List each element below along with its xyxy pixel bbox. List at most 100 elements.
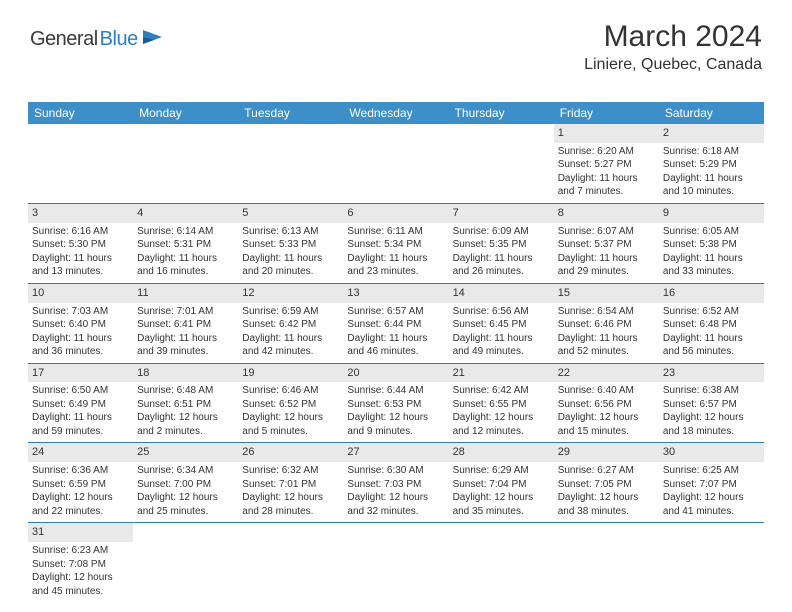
- day-number: [449, 523, 554, 542]
- day-body: Sunrise: 6:25 AMSunset: 7:07 PMDaylight:…: [659, 462, 764, 522]
- sunrise-text: Sunrise: 6:30 AM: [347, 464, 444, 478]
- daylight-text: Daylight: 12 hours and 2 minutes.: [137, 411, 234, 438]
- day-body: Sunrise: 6:42 AMSunset: 6:55 PMDaylight:…: [449, 382, 554, 442]
- day-cell-empty: [343, 124, 448, 203]
- sunrise-text: Sunrise: 6:50 AM: [32, 384, 129, 398]
- day-number: [28, 124, 133, 143]
- week-row: 3Sunrise: 6:16 AMSunset: 5:30 PMDaylight…: [28, 204, 764, 284]
- sunrise-text: Sunrise: 7:01 AM: [137, 305, 234, 319]
- sunset-text: Sunset: 7:03 PM: [347, 478, 444, 492]
- day-number: 6: [343, 204, 448, 223]
- day-cell-empty: [238, 124, 343, 203]
- day-cell: 16Sunrise: 6:52 AMSunset: 6:48 PMDayligh…: [659, 284, 764, 363]
- day-body: Sunrise: 6:54 AMSunset: 6:46 PMDaylight:…: [554, 303, 659, 363]
- sunrise-text: Sunrise: 6:27 AM: [558, 464, 655, 478]
- sunset-text: Sunset: 6:45 PM: [453, 318, 550, 332]
- daylight-text: Daylight: 11 hours and 33 minutes.: [663, 252, 760, 279]
- daylight-text: Daylight: 11 hours and 16 minutes.: [137, 252, 234, 279]
- day-number: 17: [28, 364, 133, 383]
- sunrise-text: Sunrise: 6:40 AM: [558, 384, 655, 398]
- sunrise-text: Sunrise: 6:36 AM: [32, 464, 129, 478]
- daylight-text: Daylight: 12 hours and 32 minutes.: [347, 491, 444, 518]
- day-number: 18: [133, 364, 238, 383]
- day-header-tuesday: Tuesday: [238, 102, 343, 124]
- day-cell: 15Sunrise: 6:54 AMSunset: 6:46 PMDayligh…: [554, 284, 659, 363]
- day-number: [238, 523, 343, 542]
- day-cell: 25Sunrise: 6:34 AMSunset: 7:00 PMDayligh…: [133, 443, 238, 522]
- sunrise-text: Sunrise: 6:44 AM: [347, 384, 444, 398]
- day-header-sunday: Sunday: [28, 102, 133, 124]
- logo-text-general: General: [30, 28, 98, 51]
- day-cell-empty: [449, 523, 554, 602]
- day-header-friday: Friday: [554, 102, 659, 124]
- day-number: [659, 523, 764, 542]
- day-cell-empty: [28, 124, 133, 203]
- day-cell-empty: [133, 124, 238, 203]
- sunset-text: Sunset: 6:51 PM: [137, 398, 234, 412]
- day-body: Sunrise: 7:03 AMSunset: 6:40 PMDaylight:…: [28, 303, 133, 363]
- day-cell: 5Sunrise: 6:13 AMSunset: 5:33 PMDaylight…: [238, 204, 343, 283]
- day-number: 22: [554, 364, 659, 383]
- day-number: 15: [554, 284, 659, 303]
- day-header-monday: Monday: [133, 102, 238, 124]
- day-number: 4: [133, 204, 238, 223]
- day-number: [343, 523, 448, 542]
- sunset-text: Sunset: 6:55 PM: [453, 398, 550, 412]
- day-body: Sunrise: 6:09 AMSunset: 5:35 PMDaylight:…: [449, 223, 554, 283]
- day-number: [133, 523, 238, 542]
- day-cell: 17Sunrise: 6:50 AMSunset: 6:49 PMDayligh…: [28, 364, 133, 443]
- sunrise-text: Sunrise: 6:23 AM: [32, 544, 129, 558]
- day-number: 13: [343, 284, 448, 303]
- day-body: Sunrise: 6:29 AMSunset: 7:04 PMDaylight:…: [449, 462, 554, 522]
- day-body: Sunrise: 6:50 AMSunset: 6:49 PMDaylight:…: [28, 382, 133, 442]
- day-cell: 30Sunrise: 6:25 AMSunset: 7:07 PMDayligh…: [659, 443, 764, 522]
- day-number: [449, 124, 554, 143]
- day-body: Sunrise: 6:18 AMSunset: 5:29 PMDaylight:…: [659, 143, 764, 203]
- day-cell: 4Sunrise: 6:14 AMSunset: 5:31 PMDaylight…: [133, 204, 238, 283]
- daylight-text: Daylight: 11 hours and 56 minutes.: [663, 332, 760, 359]
- day-cell: 9Sunrise: 6:05 AMSunset: 5:38 PMDaylight…: [659, 204, 764, 283]
- daylight-text: Daylight: 11 hours and 29 minutes.: [558, 252, 655, 279]
- day-number: 3: [28, 204, 133, 223]
- day-cell-empty: [133, 523, 238, 602]
- day-number: 8: [554, 204, 659, 223]
- sunset-text: Sunset: 5:33 PM: [242, 238, 339, 252]
- day-cell: 2Sunrise: 6:18 AMSunset: 5:29 PMDaylight…: [659, 124, 764, 203]
- sunrise-text: Sunrise: 6:11 AM: [347, 225, 444, 239]
- sunset-text: Sunset: 6:42 PM: [242, 318, 339, 332]
- day-body: Sunrise: 6:34 AMSunset: 7:00 PMDaylight:…: [133, 462, 238, 522]
- daylight-text: Daylight: 11 hours and 39 minutes.: [137, 332, 234, 359]
- day-number: 14: [449, 284, 554, 303]
- day-body: Sunrise: 6:30 AMSunset: 7:03 PMDaylight:…: [343, 462, 448, 522]
- day-number: 1: [554, 124, 659, 143]
- daylight-text: Daylight: 12 hours and 12 minutes.: [453, 411, 550, 438]
- sunset-text: Sunset: 5:31 PM: [137, 238, 234, 252]
- sunrise-text: Sunrise: 6:46 AM: [242, 384, 339, 398]
- day-cell: 19Sunrise: 6:46 AMSunset: 6:52 PMDayligh…: [238, 364, 343, 443]
- daylight-text: Daylight: 12 hours and 28 minutes.: [242, 491, 339, 518]
- sunrise-text: Sunrise: 6:09 AM: [453, 225, 550, 239]
- day-number: 25: [133, 443, 238, 462]
- day-number: 26: [238, 443, 343, 462]
- sunrise-text: Sunrise: 7:03 AM: [32, 305, 129, 319]
- day-number: 19: [238, 364, 343, 383]
- daylight-text: Daylight: 11 hours and 59 minutes.: [32, 411, 129, 438]
- location-label: Liniere, Quebec, Canada: [584, 56, 762, 74]
- logo: General Blue: [30, 28, 166, 51]
- sunrise-text: Sunrise: 6:57 AM: [347, 305, 444, 319]
- day-body: Sunrise: 6:23 AMSunset: 7:08 PMDaylight:…: [28, 542, 133, 602]
- sunset-text: Sunset: 7:08 PM: [32, 558, 129, 572]
- day-cell-empty: [449, 124, 554, 203]
- sunset-text: Sunset: 6:53 PM: [347, 398, 444, 412]
- sunset-text: Sunset: 6:56 PM: [558, 398, 655, 412]
- daylight-text: Daylight: 11 hours and 26 minutes.: [453, 252, 550, 279]
- day-body: Sunrise: 6:38 AMSunset: 6:57 PMDaylight:…: [659, 382, 764, 442]
- day-number: [133, 124, 238, 143]
- day-cell: 31Sunrise: 6:23 AMSunset: 7:08 PMDayligh…: [28, 523, 133, 602]
- sunset-text: Sunset: 7:00 PM: [137, 478, 234, 492]
- daylight-text: Daylight: 12 hours and 5 minutes.: [242, 411, 339, 438]
- day-cell-empty: [554, 523, 659, 602]
- day-number: 29: [554, 443, 659, 462]
- header-right: March 2024 Liniere, Quebec, Canada: [584, 20, 762, 74]
- sunset-text: Sunset: 6:44 PM: [347, 318, 444, 332]
